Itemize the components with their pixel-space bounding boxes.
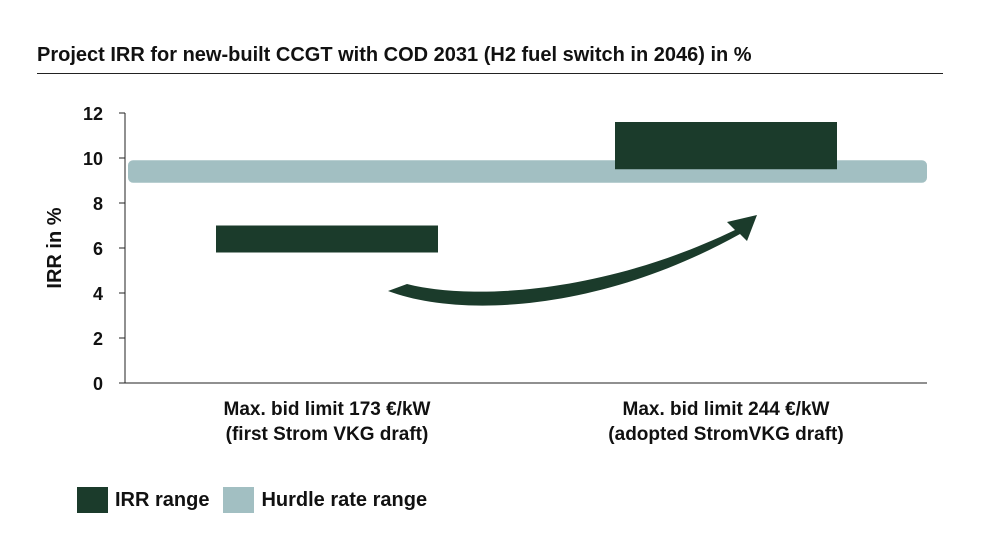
- arrow-group: [388, 215, 757, 306]
- legend-label-irr: IRR range: [115, 488, 210, 511]
- irr-bars-group: [216, 122, 837, 253]
- y-tick-label: 0: [93, 374, 103, 394]
- legend-item-hurdle: Hurdle rate range: [223, 487, 427, 513]
- y-axis: 0 2 4 6 8 10 12: [83, 104, 126, 394]
- legend-swatch-irr: [77, 487, 108, 513]
- y-tick-label: 8: [93, 194, 103, 214]
- legend-label-hurdle: Hurdle rate range: [261, 488, 428, 511]
- legend-swatch-hurdle: [223, 487, 255, 513]
- y-tick-label: 2: [93, 329, 103, 349]
- y-tick-label: 6: [93, 239, 103, 259]
- irr-range-bar: [615, 122, 837, 170]
- y-axis-title: IRR in %: [44, 207, 66, 288]
- legend-item-irr: IRR range: [77, 487, 209, 513]
- x-category-label: Max. bid limit 244 €/kW: [623, 399, 830, 420]
- chart-title: Project IRR for new-built CCGT with COD …: [37, 44, 752, 66]
- x-category-label: (first Strom VKG draft): [226, 424, 429, 445]
- irr-range-bar: [216, 225, 438, 253]
- x-axis: Max. bid limit 173 €/kW (first Strom VKG …: [125, 382, 927, 445]
- y-tick-label: 12: [83, 104, 103, 124]
- legend: IRR range Hurdle rate range: [77, 487, 441, 513]
- y-tick-label: 4: [93, 284, 103, 304]
- improvement-arrow: [388, 215, 757, 306]
- title-rule: [37, 73, 943, 74]
- x-category-label: (adopted StromVKG draft): [608, 424, 843, 445]
- y-tick-label: 10: [83, 149, 103, 169]
- x-category-label: Max. bid limit 173 €/kW: [224, 399, 431, 420]
